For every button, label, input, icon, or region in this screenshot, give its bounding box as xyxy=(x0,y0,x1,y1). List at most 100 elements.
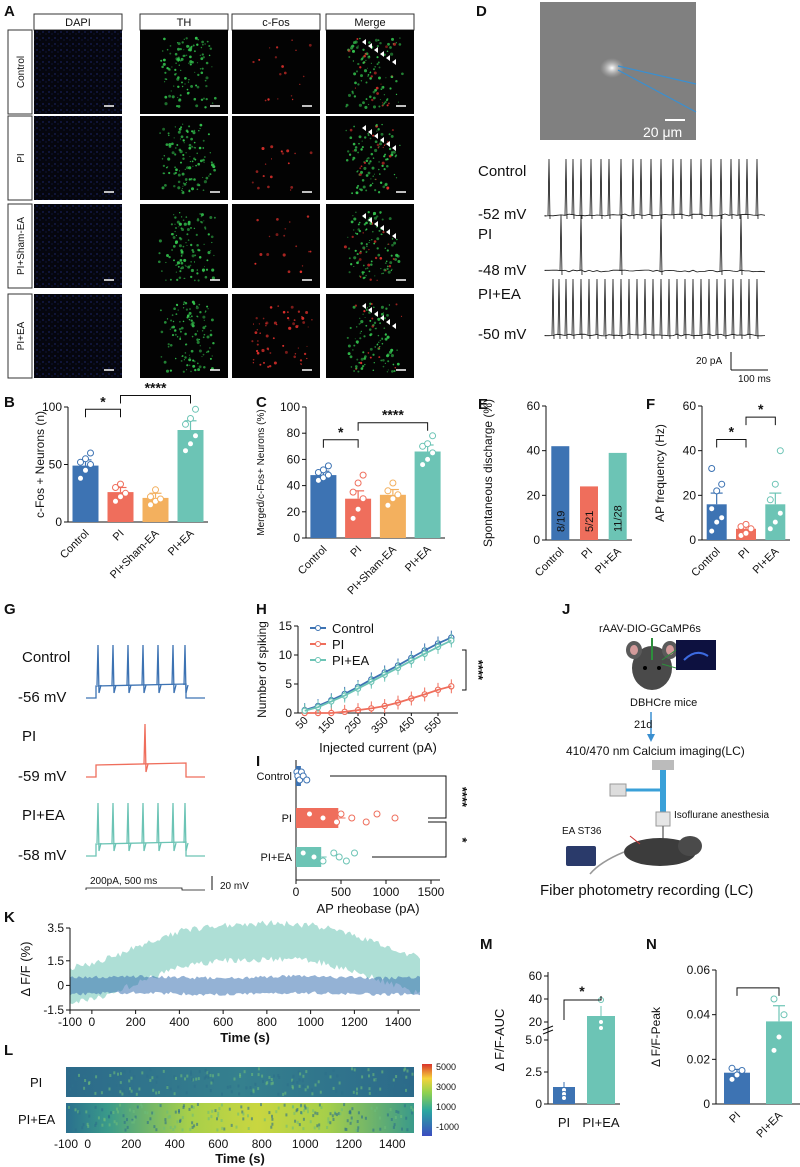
micrograph-tile xyxy=(232,30,320,114)
cell-dot xyxy=(180,69,182,72)
cell-dot xyxy=(269,352,272,354)
cell-dot xyxy=(169,369,173,372)
cell-dot xyxy=(379,211,382,214)
cell-dot xyxy=(373,362,375,364)
cell-dot xyxy=(348,257,351,260)
cell-dot xyxy=(365,324,368,327)
cell-dot xyxy=(389,261,393,265)
cell-dot xyxy=(370,260,373,263)
cell-dot xyxy=(395,93,398,96)
cell-dot xyxy=(259,363,262,366)
x-tick-label: 1500 xyxy=(418,885,445,899)
cell-dot xyxy=(251,340,254,343)
cell-dot xyxy=(205,84,208,88)
cell-dot xyxy=(277,98,279,100)
cell-dot xyxy=(371,166,375,170)
cell-dot xyxy=(385,77,387,79)
cell-dot xyxy=(372,105,377,109)
cell-dot xyxy=(175,313,178,316)
cell-dot xyxy=(354,249,357,252)
cell-dot xyxy=(363,357,366,360)
cell-dot xyxy=(382,85,385,89)
data-point xyxy=(766,525,774,533)
y-tick-label: 5.0 xyxy=(525,1033,542,1047)
cell-dot xyxy=(281,152,285,155)
colorbar xyxy=(422,1064,432,1136)
cell-dot xyxy=(374,256,378,260)
spike xyxy=(579,278,583,340)
heatmap-cell xyxy=(197,1077,200,1081)
data-point xyxy=(561,1095,567,1101)
cell-dot xyxy=(174,223,176,225)
cell-dot xyxy=(170,319,173,322)
data-point xyxy=(87,461,94,468)
heatmap-cell xyxy=(311,1092,314,1096)
heatmap-cell xyxy=(341,1091,344,1095)
spike xyxy=(627,278,631,340)
significance-bracket xyxy=(563,996,602,1020)
heatmap-cell xyxy=(146,1074,149,1078)
cell-dot xyxy=(267,185,270,189)
cell-dot xyxy=(171,249,174,251)
cell-dot xyxy=(358,361,361,364)
y-tick-label: 0 xyxy=(55,515,62,529)
heatmap-cell xyxy=(404,1067,407,1071)
heatmap-cell xyxy=(205,1075,208,1079)
cell-dot xyxy=(213,168,216,172)
trace-group-label: PI+EA xyxy=(22,807,65,824)
cell-dot xyxy=(378,146,380,148)
data-point xyxy=(424,455,432,463)
cell-dot xyxy=(209,47,213,51)
heatmap-cell xyxy=(126,1125,129,1129)
significance-marker: * xyxy=(338,424,344,440)
cell-dot xyxy=(173,137,175,139)
y-axis-label: c-Fos + Neurons (n) xyxy=(33,411,47,518)
heatmap-cell xyxy=(242,1112,245,1116)
cell-dot xyxy=(378,76,381,80)
cell-dot xyxy=(163,321,167,324)
cell-dot xyxy=(400,315,403,318)
significance-marker: * xyxy=(455,837,470,843)
data-point xyxy=(708,465,716,472)
cell-dot xyxy=(203,161,205,164)
cell-dot xyxy=(369,347,373,351)
heatmap-cell xyxy=(211,1109,214,1113)
cell-dot xyxy=(182,219,185,222)
cell-dot xyxy=(381,123,383,126)
arrowhead-marker xyxy=(374,133,378,139)
heatmap-cell xyxy=(286,1083,289,1087)
heatmap-cell xyxy=(169,1087,172,1091)
cell-dot xyxy=(159,132,161,134)
cell-dot xyxy=(297,325,299,327)
heatmap-cell xyxy=(94,1123,97,1127)
heatmap-cell xyxy=(285,1113,288,1117)
heatmap-cell xyxy=(94,1091,97,1095)
data-point xyxy=(77,458,84,466)
cell-dot xyxy=(380,132,384,136)
spike xyxy=(603,278,607,340)
cell-dot xyxy=(390,354,394,358)
cell-dot xyxy=(386,186,390,190)
cell-dot xyxy=(177,85,180,89)
data-point xyxy=(598,1025,604,1031)
trace-voltage-label: -50 mV xyxy=(478,326,526,343)
cell-dot xyxy=(185,216,188,218)
heatmap-cell xyxy=(146,1111,149,1115)
heatmap-cell xyxy=(379,1127,382,1131)
y-tick-label: 0.04 xyxy=(687,1008,711,1022)
cell-dot xyxy=(368,248,370,251)
bar xyxy=(296,808,339,828)
x-tick-label: 1000 xyxy=(292,1137,319,1151)
heatmap-cell xyxy=(351,1067,353,1071)
cell-dot xyxy=(376,63,379,66)
cell-dot xyxy=(258,58,261,61)
data-point xyxy=(394,491,402,499)
heatmap-cell xyxy=(379,1087,382,1091)
cell-dot xyxy=(354,40,358,44)
cell-dot xyxy=(376,45,379,48)
y-tick-label: 0 xyxy=(533,533,540,547)
cell-dot xyxy=(184,168,186,170)
cell-dot xyxy=(302,321,306,324)
cell-dot xyxy=(201,40,204,44)
